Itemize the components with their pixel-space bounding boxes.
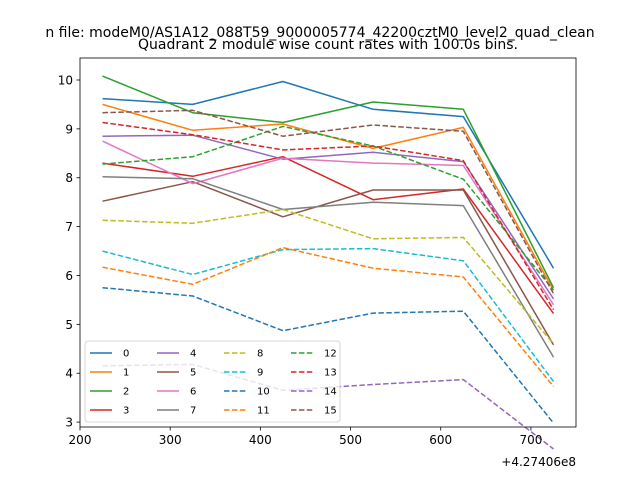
- series-line-13: [102, 121, 555, 311]
- legend-label-11: 11: [257, 406, 270, 417]
- legend-label-1: 1: [123, 368, 129, 379]
- series-line-9: [102, 247, 555, 382]
- series-line-7: [102, 176, 555, 358]
- legend-label-12: 12: [324, 349, 337, 360]
- legend-label-0: 0: [123, 349, 129, 360]
- series-line-3: [102, 155, 555, 315]
- y-tick-label: 6: [65, 269, 73, 283]
- legend-label-6: 6: [190, 387, 196, 398]
- y-tick-label: 7: [65, 220, 73, 234]
- chart-title: Quadrant 2 module wise count rates with …: [138, 37, 518, 53]
- y-tick-label: 3: [65, 416, 73, 430]
- series-line-6: [102, 140, 555, 306]
- series-line-5: [102, 180, 555, 346]
- series-line-0: [102, 80, 555, 269]
- legend-label-8: 8: [257, 349, 263, 360]
- legend-label-5: 5: [190, 368, 196, 379]
- series-line-8: [102, 208, 555, 345]
- x-tick-label: 600: [429, 433, 452, 447]
- legend-label-10: 10: [257, 387, 270, 398]
- legend-label-3: 3: [123, 406, 129, 417]
- legend-label-2: 2: [123, 387, 129, 398]
- series-line-15: [102, 109, 555, 294]
- x-axis: 200 300 400 500 600 700: [69, 427, 542, 447]
- series-line-12: [102, 125, 555, 291]
- legend-box: [84, 340, 341, 423]
- legend-label-13: 13: [324, 368, 337, 379]
- y-tick-label: 5: [65, 318, 73, 332]
- x-offset-label: +4.27406e8: [501, 455, 576, 469]
- y-tick-label: 8: [65, 171, 73, 185]
- x-tick-label: 400: [249, 433, 272, 447]
- legend-label-9: 9: [257, 368, 263, 379]
- y-tick-label: 10: [58, 73, 73, 87]
- legend-label-15: 15: [324, 406, 337, 417]
- legend-label-7: 7: [190, 406, 196, 417]
- legend-label-4: 4: [190, 349, 196, 360]
- x-tick-label: 700: [519, 433, 542, 447]
- axes-frame: [79, 57, 577, 428]
- series-line-10: [102, 286, 555, 424]
- y-axis: 3 4 5 6 7 8 9 10: [58, 73, 80, 430]
- legend-label-14: 14: [324, 387, 337, 398]
- series-line-2: [102, 75, 555, 289]
- y-tick-label: 4: [65, 367, 73, 381]
- series-line-4: [102, 134, 555, 300]
- x-tick-label: 500: [339, 433, 362, 447]
- x-tick-label: 300: [159, 433, 182, 447]
- series-line-11: [102, 246, 555, 387]
- chart-suptitle: n file: modeM0/AS1A12_088T59_9000005774_…: [45, 25, 594, 41]
- x-tick-label: 200: [69, 433, 92, 447]
- y-tick-label: 9: [65, 122, 73, 136]
